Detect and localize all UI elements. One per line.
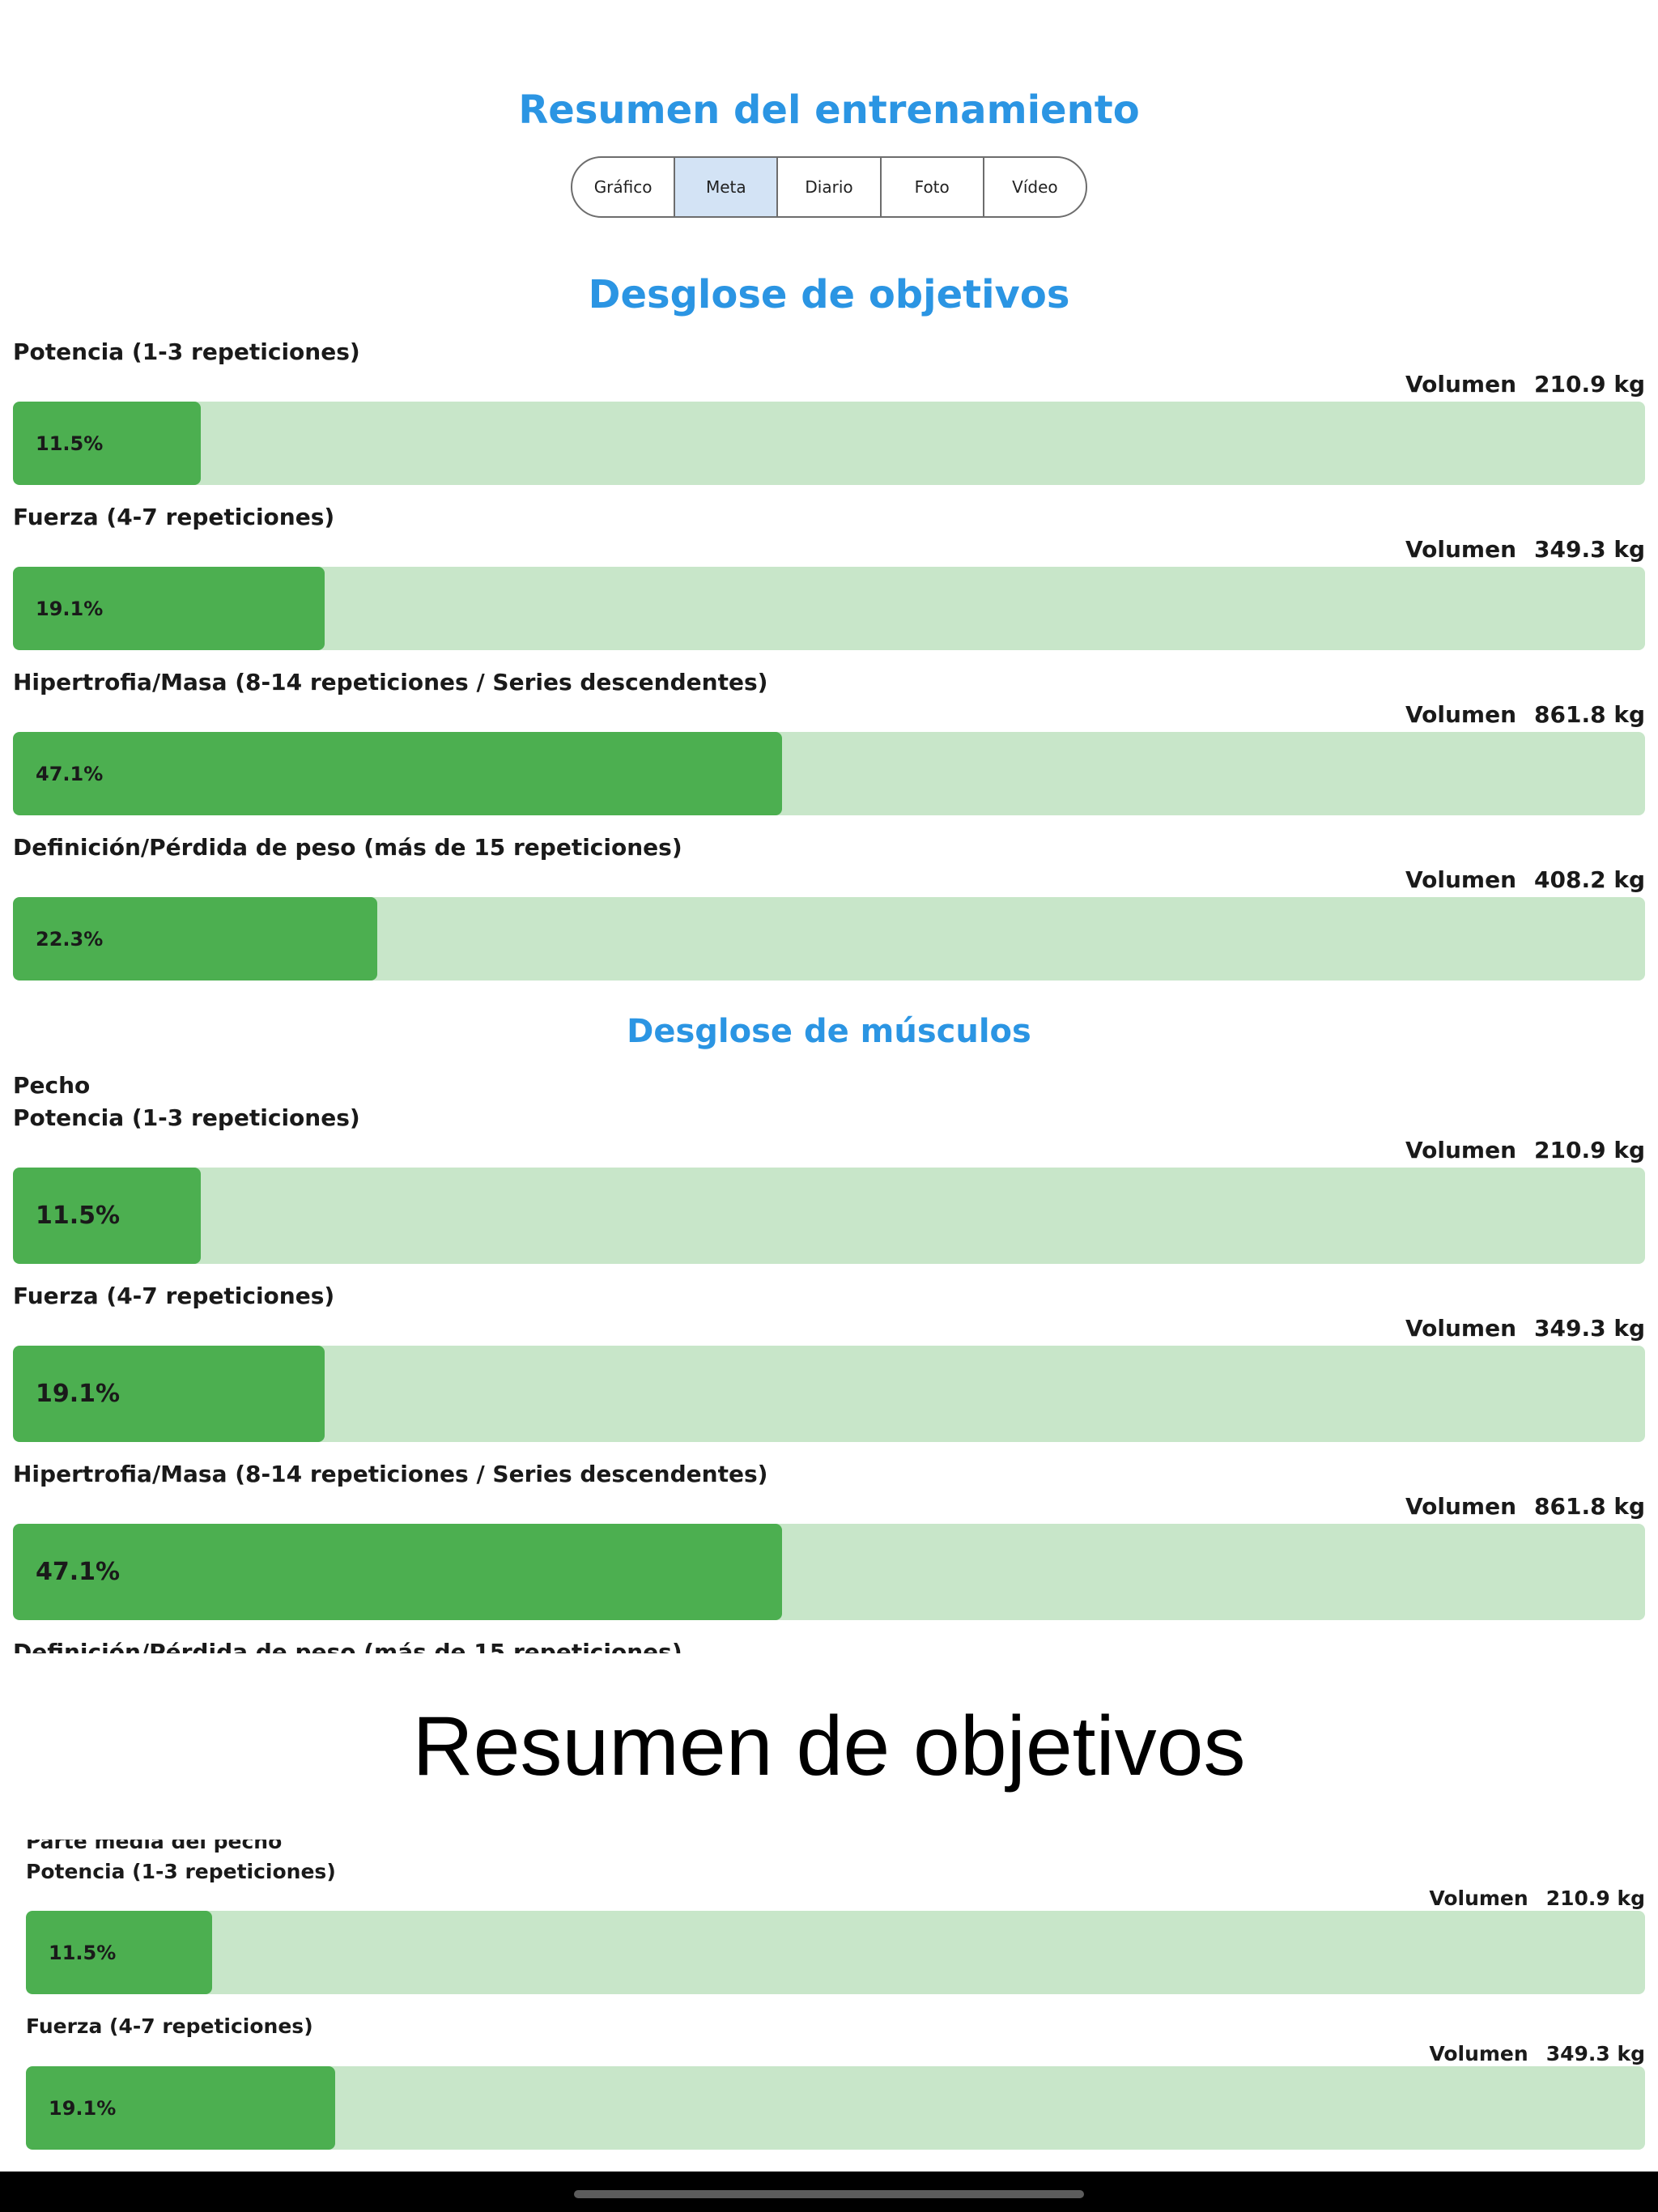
lower-objective-volume-strength: Volumen 349.3 kg <box>1429 2042 1645 2065</box>
objectives-section-title: Desglose de objetivos <box>588 272 1070 317</box>
tab-diario[interactable]: Diario <box>778 158 882 216</box>
muscle-progress-bar-power: 11.5% <box>13 1168 1645 1264</box>
lower-progress-bar-strength: 19.1% <box>26 2066 1645 2150</box>
objective-volume-strength: Volumen 349.3 kg <box>1405 536 1645 563</box>
progress-bar-strength: 19.1% <box>13 567 1645 650</box>
progress-percent: 19.1% <box>36 1380 121 1408</box>
page-title: Resumen del entrenamiento <box>518 87 1140 133</box>
progress-percent: 11.5% <box>36 1202 121 1230</box>
tab-meta[interactable]: Meta <box>675 158 779 216</box>
muscles-section-title: Desglose de músculos <box>627 1013 1031 1050</box>
progress-fill <box>13 897 377 981</box>
muscle-progress-bar-hypertrophy: 47.1% <box>13 1524 1645 1620</box>
tab-video[interactable]: Vídeo <box>1012 177 1058 197</box>
home-indicator[interactable] <box>574 2190 1084 2198</box>
muscle-objective-volume-strength: Volumen 349.3 kg <box>1405 1315 1645 1342</box>
muscle-subgroup-label-cut: Parte media del pecho <box>26 1840 283 1853</box>
objective-volume-power: Volumen 210.9 kg <box>1405 371 1645 398</box>
progress-fill <box>13 1524 782 1620</box>
progress-percent: 11.5% <box>49 1941 117 1964</box>
progress-bar-hypertrophy: 47.1% <box>13 732 1645 815</box>
tab-foto[interactable]: Foto <box>882 158 984 216</box>
objective-volume-definition: Volumen 408.2 kg <box>1405 866 1645 893</box>
lower-objective-volume-power: Volumen 210.9 kg <box>1429 1887 1645 1910</box>
objective-volume-hypertrophy: Volumen 861.8 kg <box>1405 701 1645 728</box>
progress-fill <box>13 1168 201 1264</box>
progress-bar-power: 11.5% <box>13 402 1645 485</box>
scroll-clip-upper: Definición/Pérdida de peso (más de 15 re… <box>0 1639 1658 1653</box>
muscle-objective-volume-power: Volumen 210.9 kg <box>1405 1137 1645 1163</box>
progress-percent: 11.5% <box>36 432 104 455</box>
lower-progress-bar-power: 11.5% <box>26 1911 1645 1994</box>
objective-label-hypertrophy: Hipertrofia/Masa (8-14 repeticiones / Se… <box>13 669 768 696</box>
lower-objective-label-power: Potencia (1-3 repeticiones) <box>26 1860 336 1883</box>
muscle-objective-label-definition-cut: Definición/Pérdida de peso (más de 15 re… <box>13 1639 682 1653</box>
objective-label-definition: Definición/Pérdida de peso (más de 15 re… <box>13 834 682 861</box>
progress-percent: 19.1% <box>36 597 104 620</box>
progress-percent: 47.1% <box>36 762 104 785</box>
muscle-objective-label-hypertrophy: Hipertrofia/Masa (8-14 repeticiones / Se… <box>13 1461 768 1487</box>
progress-fill <box>13 732 782 815</box>
muscle-group-label: Pecho <box>13 1072 91 1099</box>
progress-fill <box>13 402 201 485</box>
progress-bar-definition: 22.3% <box>13 897 1645 981</box>
muscle-objective-volume-hypertrophy: Volumen 861.8 kg <box>1405 1493 1645 1520</box>
goals-summary-title: Resumen de objetivos <box>412 1699 1246 1793</box>
objective-label-strength: Fuerza (4-7 repeticiones) <box>13 504 335 530</box>
progress-fill <box>13 1346 325 1442</box>
objective-label-power: Potencia (1-3 repeticiones) <box>13 338 360 365</box>
progress-fill <box>13 567 325 650</box>
progress-percent: 19.1% <box>49 2096 117 2120</box>
progress-percent: 47.1% <box>36 1558 121 1586</box>
muscle-progress-bar-strength: 19.1% <box>13 1346 1645 1442</box>
tab-grafico[interactable]: Gráfico <box>572 158 676 216</box>
view-segmented-control[interactable]: Gráfico Meta Diario Foto Vídeo <box>571 156 1087 218</box>
progress-percent: 22.3% <box>36 927 104 951</box>
lower-objective-label-strength: Fuerza (4-7 repeticiones) <box>26 2014 313 2038</box>
progress-fill <box>26 1911 212 1994</box>
progress-fill <box>26 2066 335 2150</box>
muscle-objective-label-power: Potencia (1-3 repeticiones) <box>13 1104 360 1131</box>
muscle-objective-label-strength: Fuerza (4-7 repeticiones) <box>13 1283 335 1309</box>
scroll-clip-lower: Parte media del pecho <box>0 1840 1658 1856</box>
